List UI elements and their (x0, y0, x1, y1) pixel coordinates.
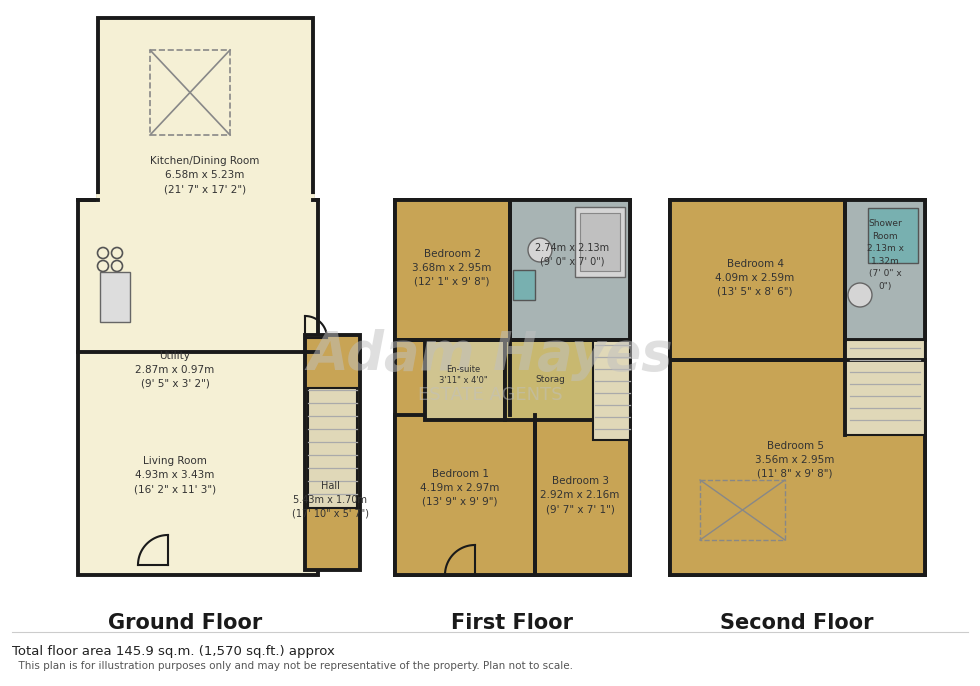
Text: Hall
5.43m x 1.70m
(17' 10" x 5' 7"): Hall 5.43m x 1.70m (17' 10" x 5' 7") (291, 481, 368, 519)
Circle shape (848, 283, 872, 307)
Bar (575, 207, 625, 277)
Text: Shower
Room
2.13m x
1.32m
(7' 0" x
0"): Shower Room 2.13m x 1.32m (7' 0" x 0") (866, 220, 904, 291)
Bar (670, 360, 925, 575)
Text: Adam Hayes: Adam Hayes (307, 329, 673, 381)
Text: Bedroom 4
4.09m x 2.59m
(13' 5" x 8' 6"): Bedroom 4 4.09m x 2.59m (13' 5" x 8' 6") (715, 259, 795, 297)
Bar (868, 208, 918, 263)
Bar (425, 340, 505, 420)
Text: This plan is for illustration purposes only and may not be representative of the: This plan is for illustration purposes o… (12, 661, 573, 671)
Bar (510, 200, 630, 340)
Text: Second Floor: Second Floor (720, 613, 874, 633)
Bar (98, 18, 313, 213)
Text: First Floor: First Floor (451, 613, 573, 633)
Bar (308, 388, 357, 508)
Text: 2.74m x 2.13m
(9' 0" x 7' 0"): 2.74m x 2.13m (9' 0" x 7' 0") (535, 243, 609, 267)
Text: ESTATE AGENTS: ESTATE AGENTS (417, 386, 563, 404)
Bar (593, 340, 630, 440)
Bar (670, 200, 925, 575)
Bar (845, 340, 925, 435)
Text: Ground Floor: Ground Floor (108, 613, 262, 633)
Bar (535, 415, 630, 575)
Bar (395, 415, 535, 575)
Text: Living Room
4.93m x 3.43m
(16' 2" x 11' 3"): Living Room 4.93m x 3.43m (16' 2" x 11' … (134, 456, 216, 494)
Bar (670, 200, 845, 360)
Text: Bedroom 3
2.92m x 2.16m
(9' 7" x 7' 1"): Bedroom 3 2.92m x 2.16m (9' 7" x 7' 1") (540, 476, 619, 514)
Text: Bedroom 2
3.68m x 2.95m
(12' 1" x 9' 8"): Bedroom 2 3.68m x 2.95m (12' 1" x 9' 8") (413, 249, 492, 287)
Circle shape (528, 238, 552, 262)
Bar (150, 50, 230, 135)
Text: Total floor area 145.9 sq.m. (1,570 sq.ft.) approx: Total floor area 145.9 sq.m. (1,570 sq.f… (12, 645, 335, 658)
Text: Kitchen/Dining Room
6.58m x 5.23m
(21' 7" x 17' 2"): Kitchen/Dining Room 6.58m x 5.23m (21' 7… (150, 156, 260, 194)
Bar (78, 200, 318, 575)
Bar (395, 200, 630, 575)
Bar (513, 270, 535, 300)
Text: En-suite
3'11" x 4'0": En-suite 3'11" x 4'0" (439, 364, 487, 386)
Text: Utility
2.87m x 0.97m
(9' 5" x 3' 2"): Utility 2.87m x 0.97m (9' 5" x 3' 2") (135, 351, 215, 389)
Bar (580, 213, 620, 271)
Text: Bedroom 5
3.56m x 2.95m
(11' 8" x 9' 8"): Bedroom 5 3.56m x 2.95m (11' 8" x 9' 8") (756, 441, 835, 479)
Bar (100, 272, 130, 322)
Bar (305, 335, 360, 570)
Bar (505, 340, 595, 420)
Text: Storag: Storag (535, 375, 564, 384)
Bar (395, 200, 510, 340)
Bar (98, 196, 313, 206)
Bar (700, 480, 785, 540)
Bar (845, 200, 925, 340)
Text: Bedroom 1
4.19m x 2.97m
(13' 9" x 9' 9"): Bedroom 1 4.19m x 2.97m (13' 9" x 9' 9") (420, 469, 500, 507)
